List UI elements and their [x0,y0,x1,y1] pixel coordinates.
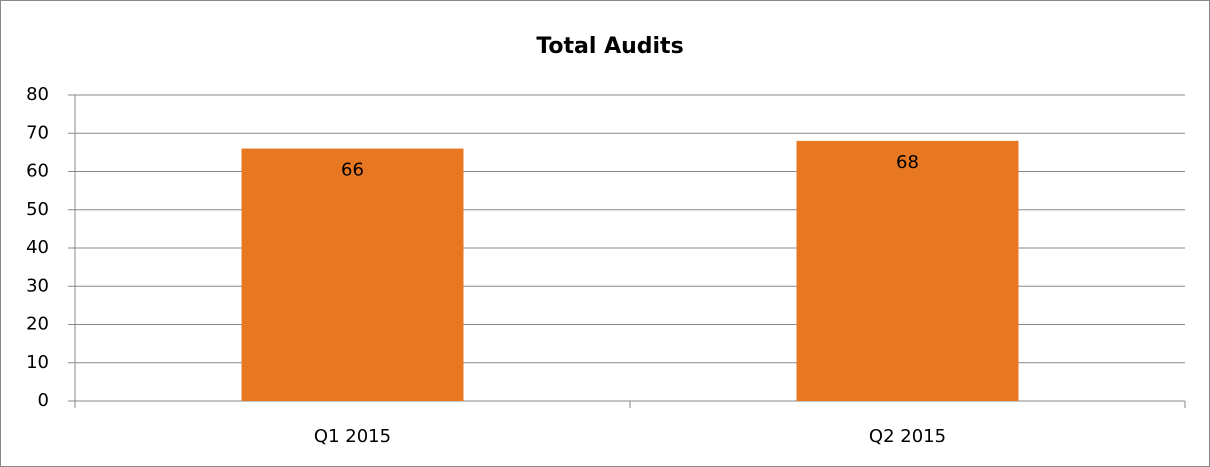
y-tick-label: 0 [38,390,49,411]
chart-title: Total Audits [536,34,683,59]
x-tick-label: Q1 2015 [314,426,391,447]
bar [796,140,1019,401]
y-tick-label: 30 [26,275,49,296]
bar [241,148,464,401]
y-tick-label: 20 [26,314,49,335]
y-tick-label: 80 [26,84,49,105]
data-label: 66 [341,160,364,181]
y-tick-label: 50 [26,199,49,220]
data-label: 68 [896,152,919,173]
x-tick-label: Q2 2015 [869,426,946,447]
y-tick-label: 40 [26,237,49,258]
y-tick-label: 10 [26,352,49,373]
y-tick-label: 60 [26,161,49,182]
y-tick-label: 70 [26,122,49,143]
